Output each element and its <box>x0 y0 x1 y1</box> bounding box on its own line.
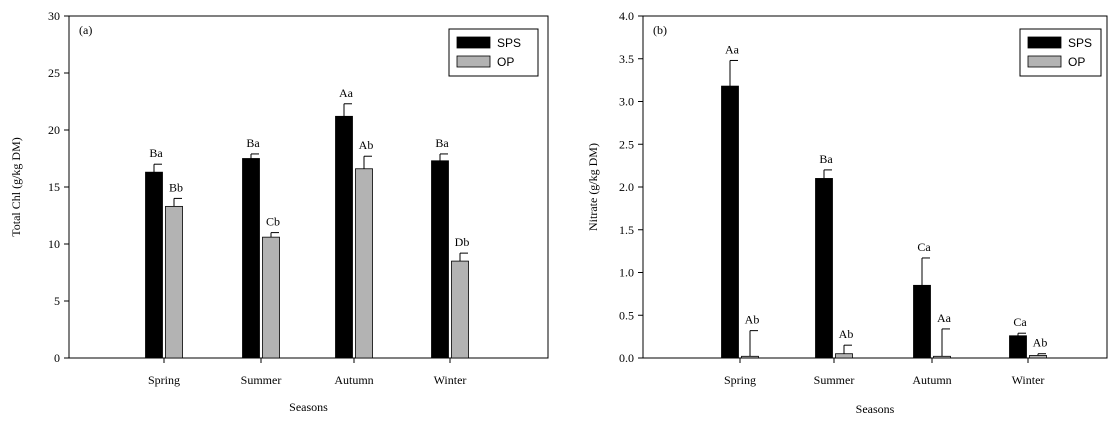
y-tick-label: 10 <box>48 237 60 251</box>
x-tick-label: Winter <box>1012 373 1045 387</box>
data-label: Ca <box>1013 315 1027 329</box>
bar-sps-summer <box>815 178 833 359</box>
x-axis-title: Seasons <box>289 400 328 414</box>
bar-sps-autumn <box>335 115 353 359</box>
bar-op-summer <box>835 353 853 359</box>
y-tick-label: 30 <box>48 9 60 23</box>
data-label: Ba <box>819 152 833 166</box>
bar-op-spring <box>741 355 759 359</box>
legend-label-sps: SPS <box>497 36 521 50</box>
x-tick-label: Autumn <box>334 373 373 387</box>
y-tick-label: 3.0 <box>619 95 634 109</box>
y-tick-label: 1.5 <box>619 223 634 237</box>
data-label: Cb <box>266 215 280 229</box>
legend-swatch-sps <box>1027 36 1062 49</box>
bar-sps-spring <box>145 171 163 359</box>
data-label: Ba <box>149 146 163 160</box>
bar-sps-summer <box>242 158 260 359</box>
legend-swatch-op <box>1027 55 1062 68</box>
data-label: Db <box>455 235 470 249</box>
y-tick-label: 0.0 <box>619 351 634 365</box>
legend-label-op: OP <box>497 55 514 69</box>
bar-sps-winter <box>1009 335 1027 359</box>
data-label: Bb <box>169 180 183 194</box>
bar-op-spring <box>165 205 183 359</box>
x-tick-label: Winter <box>434 373 467 387</box>
x-tick-label: Autumn <box>912 373 951 387</box>
x-axis-title: Seasons <box>856 402 895 416</box>
legend-box <box>448 28 539 77</box>
data-label: Aa <box>725 42 740 56</box>
bar-op-winter <box>1029 355 1047 359</box>
panel-label: (a) <box>79 23 92 37</box>
data-label: Ab <box>1033 336 1048 350</box>
y-tick-label: 3.5 <box>619 52 634 66</box>
data-label: Ab <box>745 313 760 327</box>
x-tick-label: Summer <box>241 373 282 387</box>
data-label: Aa <box>937 311 952 325</box>
y-tick-label: 0.5 <box>619 308 634 322</box>
data-label: Ba <box>435 136 449 150</box>
panel-a: 0 5 10 15 20 25 30 Spring Summer Autumn Winter Seas… <box>9 9 549 414</box>
legend-label-sps: SPS <box>1068 36 1092 50</box>
x-tick-label: Spring <box>148 373 180 387</box>
bar-sps-spring <box>721 85 739 359</box>
bar-sps-winter <box>431 160 449 359</box>
legend-label-op: OP <box>1068 55 1085 69</box>
legend-swatch-op <box>456 55 491 68</box>
y-tick-label: 15 <box>48 180 60 194</box>
y-tick-label: 5 <box>54 294 60 308</box>
bar-op-summer <box>262 236 280 359</box>
x-tick-label: Summer <box>814 373 855 387</box>
bar-sps-autumn <box>913 284 931 359</box>
panel-label: (b) <box>653 23 667 37</box>
bar-op-winter <box>451 260 469 359</box>
y-tick-label: 0 <box>54 351 60 365</box>
y-tick-label: 4.0 <box>619 9 634 23</box>
y-tick-label: 1.0 <box>619 266 634 280</box>
legend-swatch-sps <box>456 36 491 49</box>
x-tick-label: Spring <box>724 373 756 387</box>
data-label: Ba <box>246 136 260 150</box>
panel-b: 0.0 0.5 1.0 1.5 2.0 2.5 3.0 3.5 4.0 Spring Summer A… <box>586 9 1108 416</box>
y-tick-label: 20 <box>48 123 60 137</box>
data-label: Ca <box>917 240 931 254</box>
data-label: Ab <box>359 138 374 152</box>
bar-op-autumn <box>355 168 373 359</box>
y-tick-label: 2.0 <box>619 180 634 194</box>
data-label: Aa <box>339 86 354 100</box>
data-label: Ab <box>839 327 854 341</box>
y-axis-title: Nitrate (g/kg DM) <box>586 143 600 231</box>
y-axis-title: Total Chl (g/kg DM) <box>9 137 23 237</box>
y-tick-label: 25 <box>48 66 60 80</box>
y-tick-label: 2.5 <box>619 137 634 151</box>
bar-op-autumn <box>933 355 951 359</box>
